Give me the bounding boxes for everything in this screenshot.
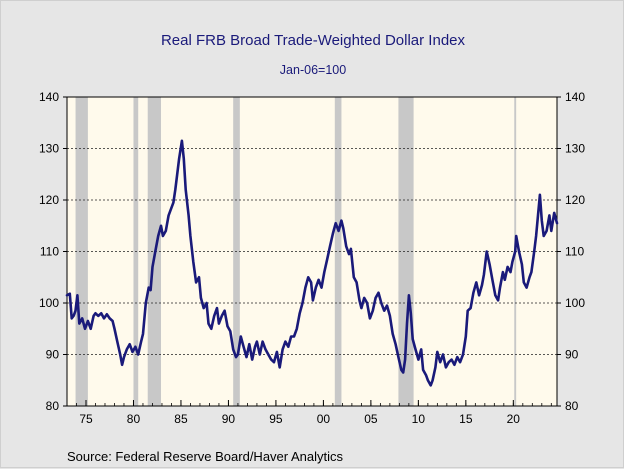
y-tick-label-right: 120 [565, 193, 585, 207]
y-tick-label-right: 80 [565, 399, 579, 413]
x-tick-label: 05 [364, 412, 378, 426]
recession-band [398, 97, 414, 406]
chart-title: Real FRB Broad Trade-Weighted Dollar Ind… [160, 32, 466, 49]
x-tick-label: 90 [222, 412, 236, 426]
x-tick-label: 85 [174, 412, 188, 426]
x-tick-label: 95 [269, 412, 283, 426]
recession-band [75, 97, 88, 406]
source-note: Source: Federal Reserve Board/Haver Anal… [67, 449, 344, 464]
x-tick-label: 75 [79, 412, 93, 426]
y-tick-label-right: 110 [565, 245, 584, 259]
series-line [65, 139, 559, 387]
y-tick-label-right: 130 [565, 142, 585, 156]
x-tick-label: 20 [507, 412, 521, 426]
x-tick-label: 00 [317, 412, 331, 426]
y-tick-label-left: 80 [46, 399, 60, 413]
x-tick-label: 15 [459, 412, 473, 426]
y-tick-label-left: 140 [39, 90, 59, 104]
y-tick-label-right: 100 [565, 296, 585, 310]
chart-subtitle: Jan-06=100 [279, 63, 347, 77]
x-tick-label: 80 [127, 412, 141, 426]
y-tick-label-right: 90 [565, 348, 579, 362]
y-tick-label-left: 120 [39, 193, 59, 207]
y-tick-label-left: 100 [39, 296, 59, 310]
y-tick-label-left: 130 [39, 142, 59, 156]
y-tick-label-left: 90 [46, 348, 60, 362]
y-tick-label-left: 110 [40, 245, 59, 259]
recession-band [334, 97, 342, 406]
x-tick-label: 10 [412, 412, 426, 426]
y-tick-label-right: 140 [565, 90, 585, 104]
